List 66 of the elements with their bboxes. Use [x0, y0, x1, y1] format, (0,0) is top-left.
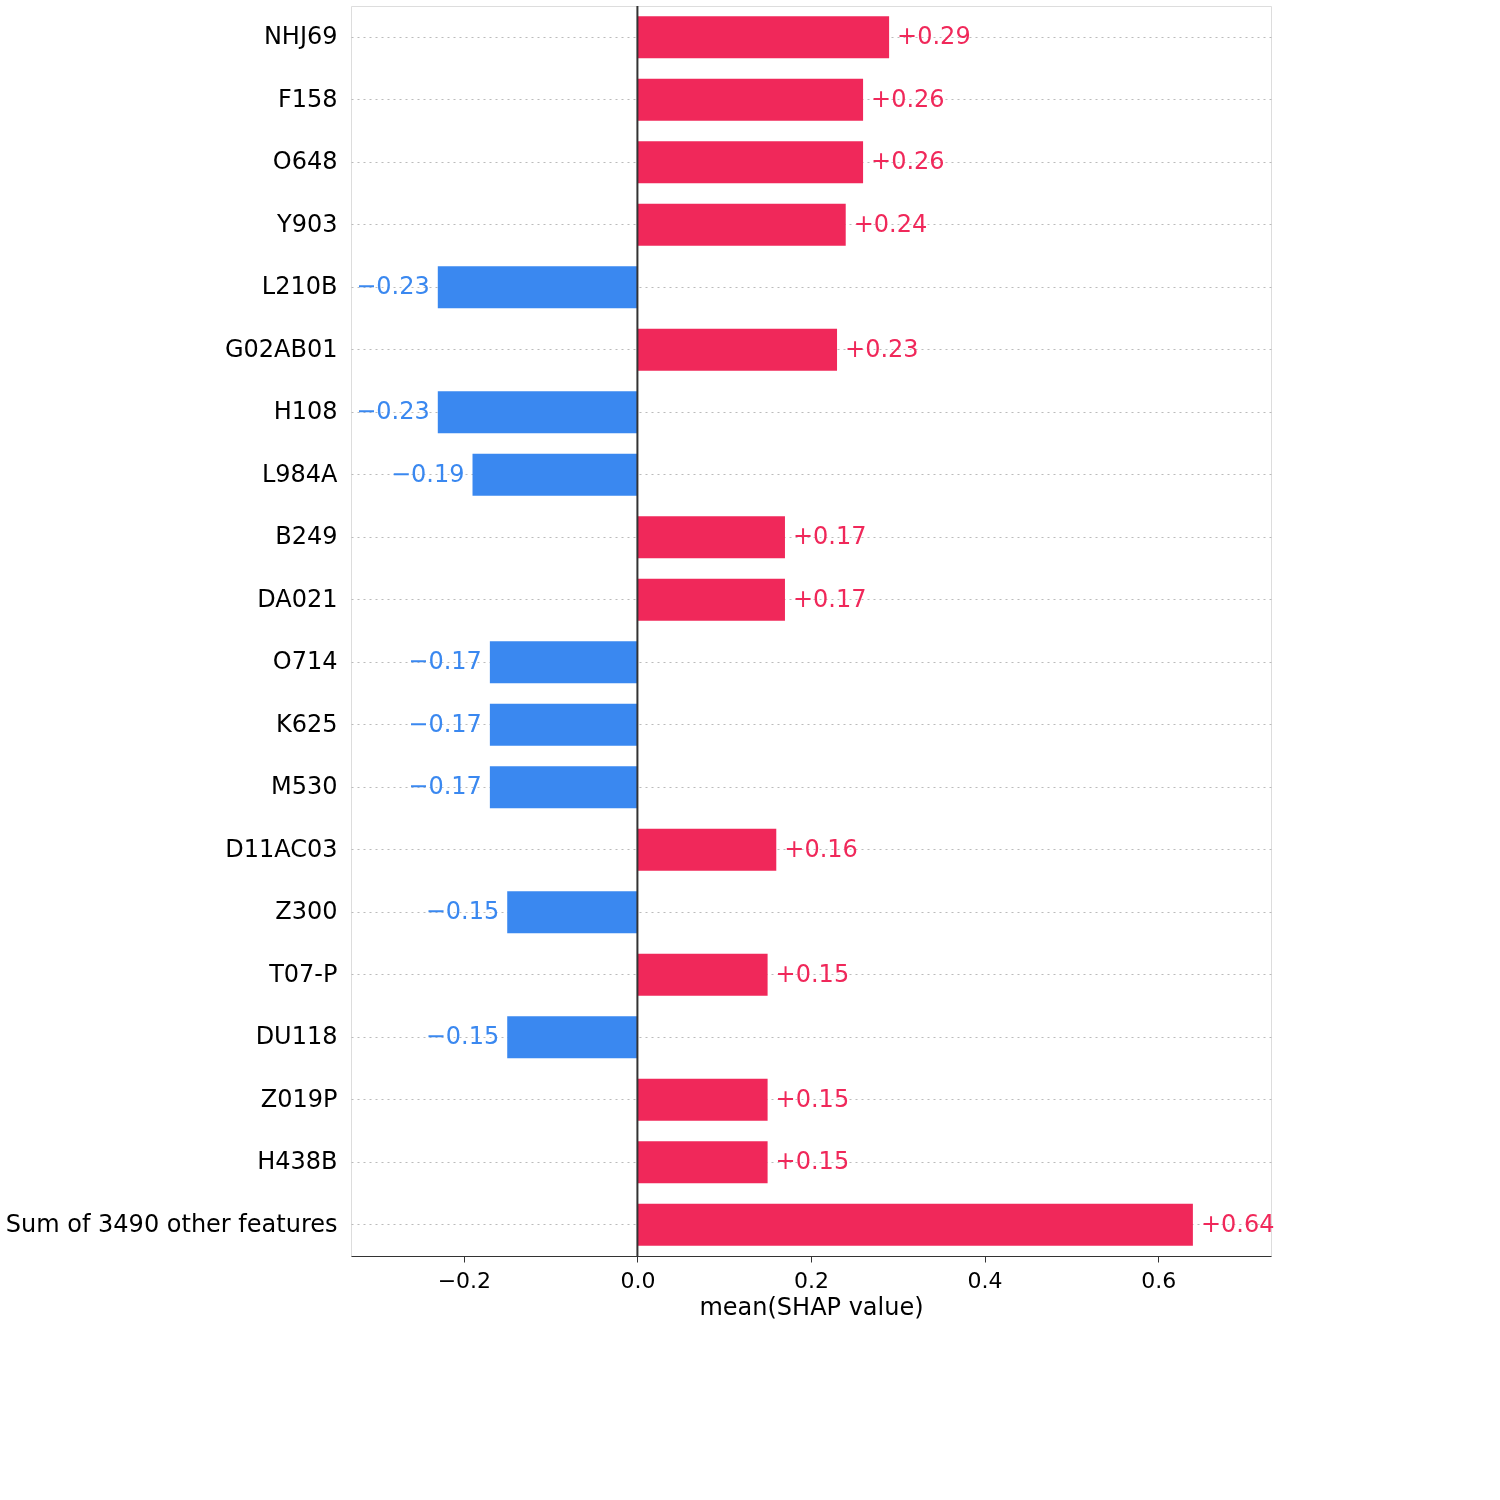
bar	[637, 141, 864, 184]
x-tick-label: 0.6	[1141, 1267, 1177, 1293]
y-tick-label: Z019P	[260, 1084, 338, 1113]
y-tick-label: L984A	[261, 459, 339, 488]
data-label: +0.15	[775, 1147, 850, 1176]
data-label: +0.15	[775, 959, 850, 988]
y-tick-label: NHJ69	[263, 22, 338, 51]
y-tick-label: O648	[272, 147, 338, 176]
x-tick-label: 0.4	[967, 1267, 1003, 1293]
y-tick-label: H438B	[257, 1147, 338, 1176]
bar	[637, 203, 846, 246]
data-label: −0.17	[408, 772, 482, 801]
bar	[489, 766, 638, 809]
bar	[637, 578, 785, 621]
bar	[637, 1141, 768, 1184]
y-tick-label: T07-P	[268, 959, 338, 988]
data-label: +0.64	[1200, 1209, 1275, 1238]
y-tick-label: Y903	[276, 209, 338, 238]
data-label: −0.15	[425, 897, 500, 926]
y-tick-label: O714	[272, 647, 338, 676]
x-tick-label: −0.2	[437, 1267, 492, 1293]
bar	[637, 1203, 1193, 1246]
data-label: +0.26	[871, 147, 945, 176]
bar	[489, 641, 638, 684]
data-label: −0.23	[356, 397, 430, 426]
x-tick-label: 0.2	[794, 1267, 829, 1293]
bar	[637, 78, 864, 121]
data-label: +0.24	[853, 209, 928, 238]
y-tick-label: M530	[270, 772, 338, 801]
bar	[637, 16, 890, 59]
bar	[472, 453, 638, 496]
bar	[437, 266, 638, 309]
y-tick-label: D11AC03	[225, 834, 338, 863]
data-label: +0.23	[845, 334, 919, 363]
bar	[507, 891, 638, 934]
y-tick-label: DA021	[257, 584, 338, 613]
bar	[507, 1016, 638, 1059]
data-label: +0.15	[775, 1084, 850, 1113]
y-tick-label: Sum of 3490 other features	[5, 1209, 338, 1238]
x-tick-label: 0.0	[620, 1267, 656, 1293]
data-label: +0.16	[784, 834, 858, 863]
y-tick-label: G02AB01	[224, 334, 338, 363]
bar	[437, 391, 638, 434]
y-tick-label: K625	[275, 709, 338, 738]
data-label: −0.19	[390, 459, 465, 488]
bar	[637, 953, 768, 996]
y-tick-label: Z300	[275, 897, 338, 926]
y-tick-label: B249	[275, 522, 338, 551]
data-label: +0.29	[897, 22, 971, 51]
data-label: +0.17	[792, 584, 867, 613]
bar	[637, 516, 785, 559]
data-label: −0.15	[425, 1022, 500, 1051]
bar	[637, 1078, 768, 1121]
y-tick-label: L210B	[261, 272, 338, 301]
bar	[489, 703, 638, 746]
data-label: −0.17	[408, 647, 482, 676]
bar	[637, 828, 777, 871]
data-label: −0.17	[408, 709, 482, 738]
data-label: −0.23	[356, 272, 430, 301]
y-tick-label: F158	[277, 84, 338, 113]
bar	[637, 328, 838, 371]
data-label: +0.17	[792, 522, 867, 551]
data-label: +0.26	[871, 84, 945, 113]
y-tick-label: DU118	[255, 1022, 338, 1051]
x-axis-title: mean(SHAP value)	[699, 1292, 924, 1321]
y-tick-label: H108	[273, 397, 338, 426]
